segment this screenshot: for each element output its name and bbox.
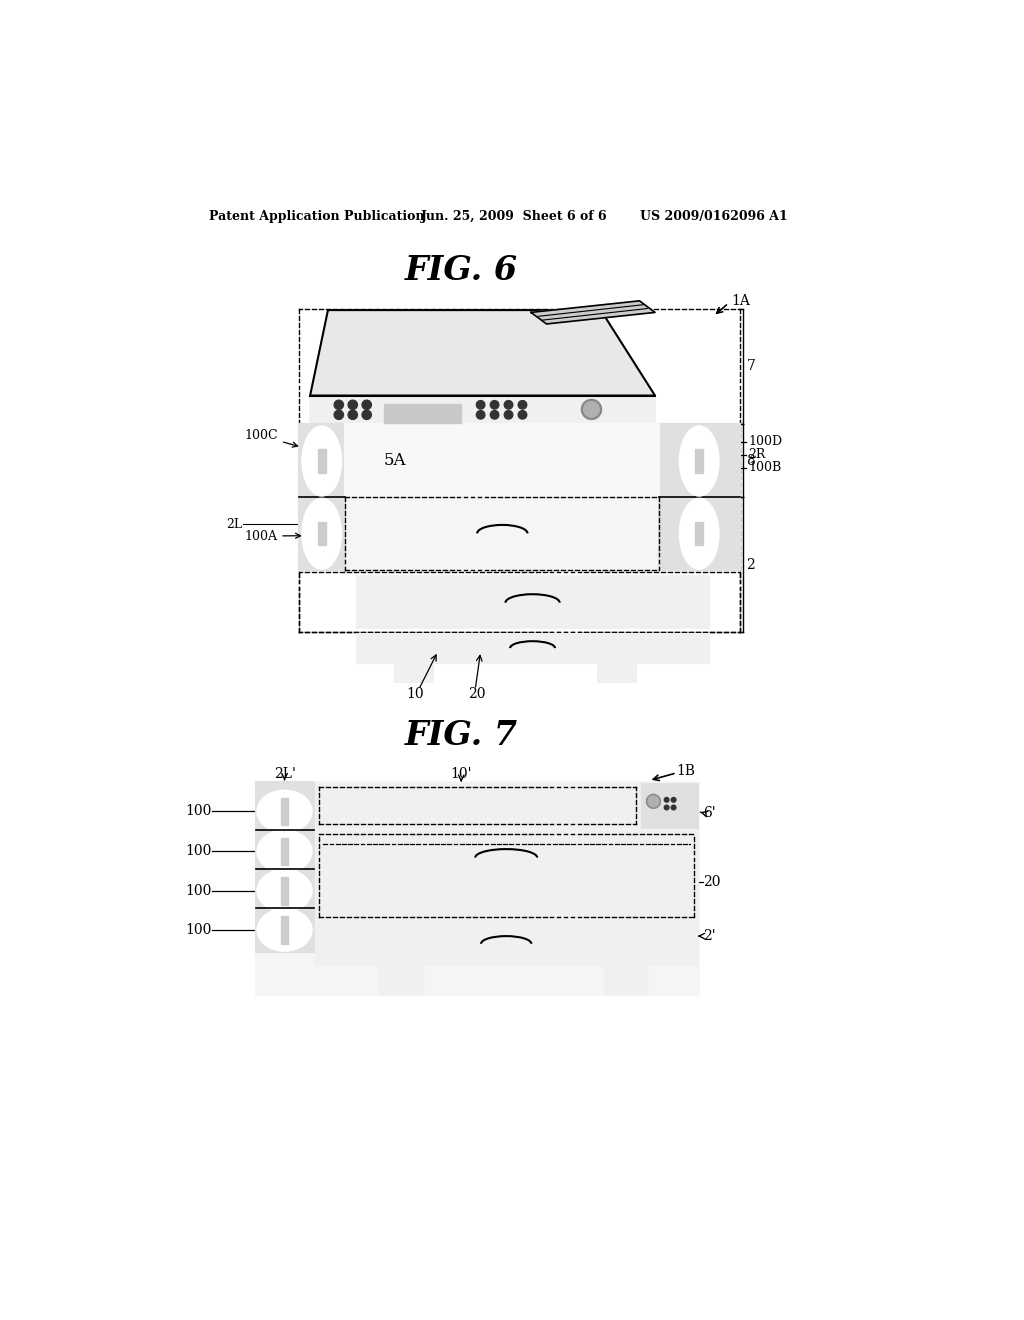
Circle shape [648,796,658,807]
Circle shape [362,411,372,420]
Bar [317,523,326,545]
Ellipse shape [680,499,719,569]
Text: 1B: 1B [677,763,695,777]
Text: 2: 2 [746,557,756,572]
Polygon shape [531,301,655,323]
Text: 20: 20 [703,875,721,890]
Bar [282,916,288,944]
Text: Patent Application Publication: Patent Application Publication [209,210,425,223]
Text: 5A: 5A [384,451,407,469]
Ellipse shape [680,426,719,495]
Bar [282,838,288,866]
Bar [256,781,314,952]
Text: 6': 6' [703,807,716,820]
Circle shape [334,400,343,409]
Ellipse shape [257,791,311,832]
Bar [315,923,697,965]
Circle shape [476,400,485,409]
Text: 10': 10' [451,767,472,781]
Bar [395,663,432,682]
Bar [598,663,636,682]
Bar [315,784,640,829]
Text: FIG. 7: FIG. 7 [404,719,518,752]
Ellipse shape [302,499,341,569]
Circle shape [665,797,669,803]
Bar [310,396,655,424]
Circle shape [672,805,676,809]
Text: US 2009/0162096 A1: US 2009/0162096 A1 [640,210,787,223]
Circle shape [490,411,499,418]
Text: 100D: 100D [748,436,782,449]
Bar [642,784,697,829]
Circle shape [646,795,660,808]
Text: Jun. 25, 2009  Sheet 6 of 6: Jun. 25, 2009 Sheet 6 of 6 [421,210,607,223]
Bar [604,966,647,994]
Circle shape [665,805,669,809]
Circle shape [518,411,526,418]
Text: 2R: 2R [748,449,765,462]
Text: 8: 8 [746,454,756,467]
Circle shape [584,401,599,417]
Circle shape [334,411,343,420]
Bar [695,450,703,473]
Polygon shape [310,310,655,396]
Text: 100: 100 [185,923,212,937]
Circle shape [518,400,526,409]
Ellipse shape [257,830,311,873]
Bar [299,424,740,570]
Text: 10: 10 [406,686,424,701]
Circle shape [504,400,513,409]
Text: 100A: 100A [245,529,300,543]
Text: 2L': 2L' [273,767,296,781]
Bar [356,635,710,663]
Bar [345,424,658,496]
Text: 1A: 1A [731,294,750,308]
Text: 7: 7 [746,359,756,374]
Circle shape [582,400,601,420]
Text: 20: 20 [468,686,485,701]
Text: 100: 100 [185,804,212,818]
Bar [695,523,703,545]
Text: 100B: 100B [748,462,781,474]
Circle shape [476,411,485,418]
Ellipse shape [257,909,311,950]
Bar [317,450,326,473]
Circle shape [348,411,357,420]
Bar [282,876,288,904]
Ellipse shape [302,426,341,495]
Text: 2L: 2L [226,517,243,531]
Bar [384,404,461,422]
Circle shape [672,797,676,803]
Bar [256,781,697,994]
Text: FIG. 6: FIG. 6 [404,253,518,286]
Bar [282,797,288,825]
Bar [658,424,740,570]
Circle shape [348,400,357,409]
Bar [380,966,423,994]
Circle shape [490,400,499,409]
Bar [315,830,697,921]
Ellipse shape [257,870,311,912]
Text: 100: 100 [185,883,212,898]
Circle shape [362,400,372,409]
Text: 2': 2' [703,929,716,942]
Circle shape [504,411,513,418]
Bar [356,576,710,628]
Text: 100C: 100C [245,429,298,447]
Text: 100: 100 [185,845,212,858]
Bar [299,424,345,570]
